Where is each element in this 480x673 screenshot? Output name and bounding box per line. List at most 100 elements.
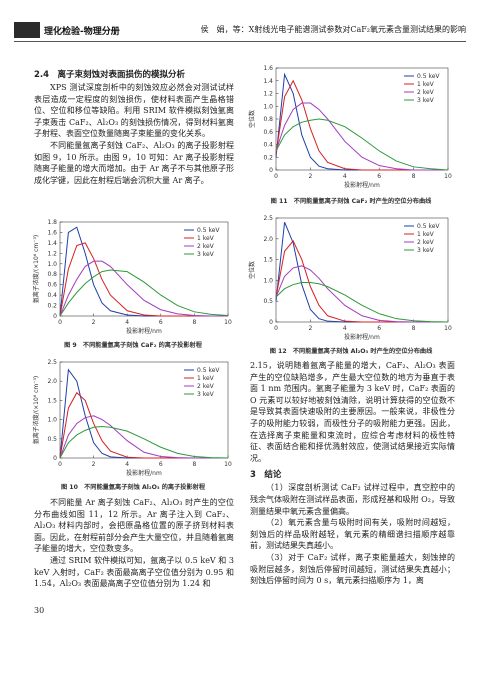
figure-caption: 图 11 不同能量氩离子刻蚀 CaF₂ 时产生的空位分布曲线 — [270, 198, 432, 205]
left-text-top: 2.4 离子束刻蚀对表面损伤的模拟分析 XPS 测试深度剖析中的刻蚀效应必然会对… — [34, 68, 234, 186]
y-tick-label: 0.5 — [47, 436, 57, 443]
paragraph: 不同能量氩离子刻蚀 CaF₂、Al₂O₃ 的离子投影射程如图 9，10 所示。由… — [34, 140, 234, 185]
y-tick-label: 1.4 — [263, 78, 273, 85]
x-tick-label: 8 — [192, 319, 196, 326]
x-axis-label: 投影射程/nm — [126, 327, 162, 335]
y-tick-label: 1.0 — [47, 417, 57, 424]
x-tick-label: 0 — [274, 325, 278, 332]
y-tick-label: 1.0 — [263, 103, 273, 110]
paragraph: 通过 SRIM 软件模拟可知，氩离子以 0.5 keV 和 3 keV 入射时，… — [34, 555, 234, 589]
data-line — [59, 391, 228, 459]
x-axis-label: 投影射程/nm — [344, 333, 380, 341]
y-tick-label: 0.2 — [47, 303, 57, 310]
y-tick-label: 2.5 — [263, 215, 273, 222]
data-line — [275, 118, 449, 171]
x-tick-label: 6 — [159, 319, 163, 326]
figure-caption: 图 10 不同能量氩离子刻蚀 Al₂O₃ 的离子投影射程 — [60, 484, 206, 491]
y-axis-label: 氩离子浓度/(×10⁶ cm⁻³) — [32, 376, 40, 444]
legend-label: 1 keV — [197, 375, 215, 382]
x-tick-label: 2 — [92, 319, 96, 326]
y-tick-label: 1.6 — [263, 65, 273, 72]
x-tick-label: 8 — [412, 325, 416, 332]
x-tick-label: 10 — [444, 173, 452, 180]
x-tick-label: 6 — [377, 325, 381, 332]
y-tick-label: 1.4 — [47, 240, 57, 247]
data-line — [59, 269, 229, 317]
logo-block — [14, 22, 40, 38]
legend-label: 0.5 keV — [197, 227, 220, 234]
x-tick-label: 0 — [58, 319, 62, 326]
section-heading: 2.4 离子束刻蚀对表面损伤的模拟分析 — [34, 70, 186, 80]
legend-label: 3 keV — [417, 247, 435, 254]
y-tick-label: 0.2 — [263, 154, 273, 161]
legend-label: 3 keV — [197, 251, 215, 258]
left-text-bottom: 不同能量 Ar 离子刻蚀 CaF₂、Al₂O₃ 时产生的空位分布曲线如图 11，… — [34, 497, 234, 590]
right-text: 2.15，说明随着氩离子能量的增大，CaF₂、Al₂O₃ 表面产生的空位缺陷增多… — [250, 360, 455, 587]
page-number: 30 — [34, 606, 45, 615]
journal-name: 理化检验-物理分册 — [44, 27, 120, 37]
x-tick-label: 0 — [274, 173, 278, 180]
header-rule — [14, 41, 466, 42]
section-heading: 3 结论 — [250, 470, 282, 481]
x-tick-label: 6 — [159, 461, 163, 468]
y-tick-label: 0 — [53, 313, 57, 320]
y-tick-label: 1.6 — [47, 229, 57, 236]
data-line — [59, 242, 228, 317]
paragraph: 2.15，说明随着氩离子能量的增大，CaF₂、Al₂O₃ 表面产生的空位缺陷增多… — [250, 361, 455, 463]
data-line — [275, 281, 449, 323]
figure-caption: 图 12 不同能量氩离子刻蚀 Al₂O₃ 时产生的空位分布曲线 — [269, 348, 433, 355]
x-tick-label: 8 — [412, 173, 416, 180]
x-tick-label: 4 — [343, 173, 347, 180]
chart: 0 0.2 0.4 0.6 0.8 1.0 1.2 1.4 1.6 1.8 0 2 4 6 8 10 投影射程/… — [32, 219, 232, 335]
chart: 0 0.5 1.0 1.5 2.0 2.5 0 2 4 6 8 10 投影射程/nm 氩离子浓度/(×10… — [32, 359, 232, 477]
legend-label: 1 keV — [417, 81, 435, 88]
legend-label: 2 keV — [417, 239, 435, 246]
x-tick-label: 2 — [92, 461, 96, 468]
x-tick-label: 6 — [377, 173, 381, 180]
y-tick-label: 1.2 — [263, 91, 273, 98]
data-line — [275, 265, 448, 323]
y-tick-label: 1.2 — [47, 250, 57, 257]
data-line — [275, 102, 448, 171]
x-tick-label: 2 — [308, 173, 312, 180]
y-axis-label: 氩离子浓度/(×10⁶ cm⁻³) — [32, 235, 40, 303]
x-tick-label: 4 — [125, 319, 129, 326]
running-title: 侯 娟，等：X射线光电子能谱测试参数对CaF₂氧元素含量测试结果的影响 — [200, 25, 466, 34]
y-tick-label: 1.5 — [47, 397, 57, 404]
y-tick-label: 0.4 — [47, 292, 57, 299]
x-tick-label: 10 — [224, 319, 232, 326]
y-tick-label: 0.4 — [263, 142, 273, 149]
y-tick-label: 1.8 — [47, 219, 57, 226]
y-axis-label: 空位数 — [248, 110, 256, 128]
legend-label: 1 keV — [417, 231, 435, 238]
legend-label: 3 keV — [417, 97, 435, 104]
y-axis-label: 空位数 — [248, 261, 256, 279]
legend-label: 2 keV — [197, 243, 215, 250]
chart: 0 0.5 1.0 1.5 2.0 2.5 0 2 4 6 8 10 投影射程/nm 空位数 0.5 keV… — [248, 215, 452, 341]
y-tick-label: 1.0 — [263, 277, 273, 284]
legend-label: 0.5 keV — [197, 367, 220, 374]
paragraph: XPS 测试深度剖析中的刻蚀效应必然会对测试试样表层造成一定程度的刻蚀损伤，使材… — [34, 83, 234, 139]
legend-label: 2 keV — [417, 89, 435, 96]
y-tick-label: 2.0 — [263, 236, 273, 243]
x-tick-label: 4 — [343, 325, 347, 332]
x-tick-label: 0 — [58, 461, 62, 468]
y-tick-label: 0.8 — [263, 116, 273, 123]
data-line — [59, 415, 228, 459]
chart: 0 0.2 0.4 0.6 0.8 1.0 1.2 1.4 1.6 0 2 4 6 8 10 投影射程/nm 空… — [248, 65, 452, 189]
paragraph: （3）对于 CaF₂ 试样，离子束能量越大，刻蚀掉的吸附层越多，刻蚀后停留时间越… — [250, 552, 455, 586]
legend-label: 1 keV — [197, 235, 215, 242]
y-tick-label: 0 — [269, 167, 273, 174]
paragraph: （2）氧元素含量与吸附时间有关，吸附时间越短，刻蚀后的样品吸附越轻，氧元素的精细… — [250, 518, 455, 551]
y-tick-label: 0.5 — [263, 298, 273, 305]
y-tick-label: 0 — [53, 455, 57, 462]
x-tick-label: 10 — [224, 461, 232, 468]
x-axis-label: 投影射程/nm — [126, 469, 162, 477]
y-tick-label: 0 — [269, 319, 273, 326]
legend-label: 3 keV — [197, 391, 215, 398]
legend-label: 2 keV — [197, 383, 215, 390]
y-tick-label: 2.5 — [47, 359, 57, 366]
paragraph: （1）深度剖析测试 CaF₂ 试样过程中，真空腔中的残余气体吸附在测试样品表面，… — [250, 483, 455, 516]
paragraph: 不同能量 Ar 离子刻蚀 CaF₂、Al₂O₃ 时产生的空位分布曲线如图 11，… — [34, 498, 234, 554]
